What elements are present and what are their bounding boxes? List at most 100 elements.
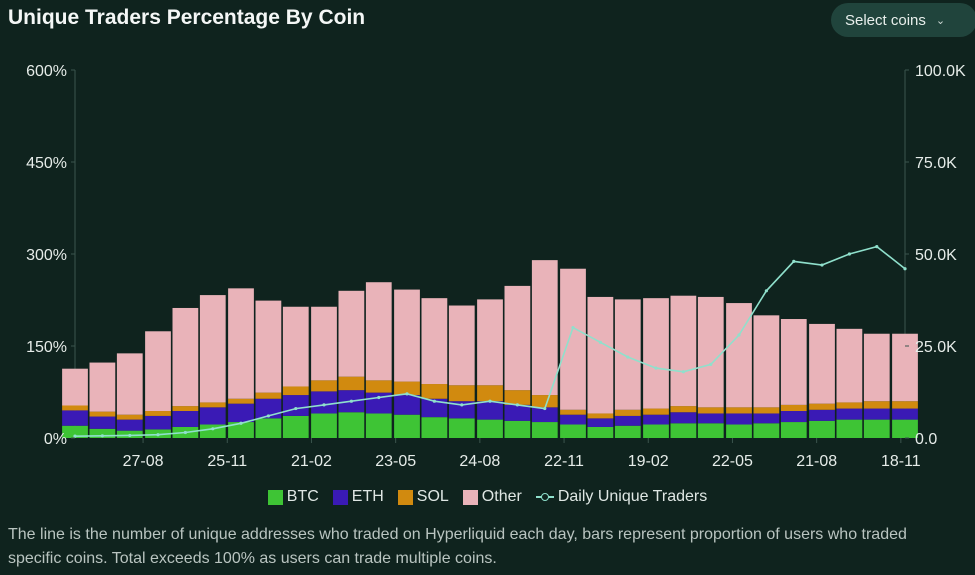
- legend-swatch-sol: [397, 489, 413, 505]
- point-daily-unique-traders-18: [571, 326, 575, 330]
- bar-other-17: [531, 260, 558, 396]
- x-tick-label-9: 18-11: [881, 453, 921, 470]
- legend-item-sol[interactable]: SOL: [397, 488, 449, 506]
- point-daily-unique-traders-26: [792, 259, 796, 263]
- point-daily-unique-traders-16: [515, 403, 519, 407]
- legend-item-eth[interactable]: ETH: [332, 488, 384, 506]
- bar-sol-2: [116, 414, 143, 420]
- bar-eth-2: [116, 419, 143, 431]
- bar-other-13: [421, 298, 448, 385]
- legend-item-other[interactable]: Other: [462, 488, 522, 506]
- x-tick-label-6: 19-02: [628, 453, 669, 470]
- bar-other-27: [809, 323, 835, 404]
- point-daily-unique-traders-10: [349, 399, 353, 403]
- bar-sol-18: [560, 409, 586, 415]
- point-daily-unique-traders-23: [709, 362, 713, 366]
- y-left-tick-label-4: 600%: [26, 63, 67, 80]
- legend-swatch-other: [462, 489, 478, 505]
- bar-sol-22: [670, 406, 697, 413]
- bar-eth-14: [448, 401, 475, 419]
- chart: 0% 150% 300% 450% 600% 0.0 25.0K 50.0K 75.0K 100.…: [26, 63, 966, 470]
- bar-eth-23: [697, 413, 724, 424]
- y-right-tick-label-1: 25.0K: [915, 339, 957, 356]
- bar-btc-21: [643, 424, 669, 438]
- bar-eth-24: [726, 413, 752, 425]
- point-daily-unique-traders-2: [128, 433, 132, 438]
- bar-other-29: [863, 333, 890, 402]
- point-daily-unique-traders-15: [488, 399, 492, 403]
- bar-eth-21: [643, 414, 669, 425]
- bar-sol-5: [199, 402, 226, 408]
- y-right-tick-label-3: 75.0K: [915, 155, 957, 172]
- bar-other-2: [116, 353, 143, 415]
- bar-other-18: [560, 268, 586, 410]
- point-daily-unique-traders-24: [737, 333, 741, 337]
- bar-sol-7: [255, 392, 282, 399]
- legend-line-icon: [535, 491, 554, 503]
- bar-btc-13: [421, 417, 448, 438]
- point-daily-unique-traders-21: [654, 366, 658, 370]
- bar-other-21: [643, 298, 669, 409]
- bar-sol-6: [228, 398, 254, 404]
- bar-other-16: [504, 285, 531, 391]
- bar-eth-0: [62, 410, 88, 426]
- bar-eth-4: [172, 411, 199, 427]
- bar-sol-25: [753, 407, 780, 414]
- bar-sol-13: [421, 384, 448, 399]
- bar-btc-11: [365, 413, 392, 438]
- bar-other-3: [145, 331, 171, 412]
- point-daily-unique-traders-5: [211, 427, 215, 431]
- legend-label-eth: ETH: [351, 488, 384, 505]
- bar-btc-20: [614, 425, 641, 438]
- bar-other-7: [255, 300, 282, 393]
- bar-btc-10: [338, 412, 365, 438]
- bar-btc-7: [255, 418, 282, 438]
- bar-btc-16: [504, 420, 531, 438]
- x-tick-label-8: 21-08: [796, 453, 837, 470]
- y-left-tick-label-0: 0%: [44, 431, 67, 448]
- bar-btc-17: [531, 422, 558, 438]
- bar-sol-28: [836, 402, 863, 409]
- bar-sol-14: [448, 385, 475, 402]
- point-daily-unique-traders-22: [681, 370, 685, 374]
- bar-eth-19: [587, 418, 614, 427]
- select-coins-button[interactable]: Select coins ⌄: [831, 3, 975, 37]
- bar-sol-9: [311, 380, 337, 392]
- point-daily-unique-traders-17: [543, 406, 547, 411]
- bar-btc-29: [863, 419, 890, 438]
- x-tick-label-5: 22-11: [544, 453, 584, 470]
- bar-other-22: [670, 295, 697, 407]
- bar-sol-17: [531, 395, 558, 408]
- point-daily-unique-traders-29: [875, 245, 879, 249]
- bar-sol-26: [780, 404, 807, 412]
- bar-eth-20: [614, 415, 641, 426]
- bar-sol-11: [365, 380, 392, 393]
- bar-eth-17: [531, 407, 558, 423]
- bar-other-5: [199, 295, 226, 403]
- bar-other-6: [228, 288, 254, 399]
- bar-sol-8: [282, 386, 309, 396]
- page-title: Unique Traders Percentage By Coin: [8, 6, 366, 29]
- bar-sol-29: [863, 401, 890, 409]
- bar-eth-6: [228, 403, 254, 423]
- bar-btc-22: [670, 423, 697, 438]
- y-right-tick-label-4: 100.0K: [915, 63, 966, 80]
- point-daily-unique-traders-11: [377, 395, 381, 400]
- bar-eth-15: [477, 401, 503, 420]
- y-left-tick-label-3: 450%: [26, 155, 67, 172]
- bar-sol-10: [338, 376, 365, 391]
- point-daily-unique-traders-28: [847, 252, 851, 256]
- x-tick-label-4: 24-08: [459, 453, 500, 470]
- bar-eth-9: [311, 391, 337, 414]
- bar-btc-9: [311, 413, 337, 438]
- bar-eth-29: [863, 408, 890, 420]
- point-daily-unique-traders-3: [156, 433, 160, 437]
- bar-other-10: [338, 290, 365, 377]
- bar-other-8: [282, 306, 309, 387]
- legend-item-daily-unique-traders[interactable]: Daily Unique Traders: [535, 488, 707, 506]
- legend-label-other: Other: [481, 488, 522, 505]
- bar-sol-15: [477, 385, 503, 402]
- legend-item-btc[interactable]: BTC: [267, 488, 319, 506]
- point-daily-unique-traders-20: [626, 355, 630, 359]
- bar-btc-18: [560, 424, 586, 438]
